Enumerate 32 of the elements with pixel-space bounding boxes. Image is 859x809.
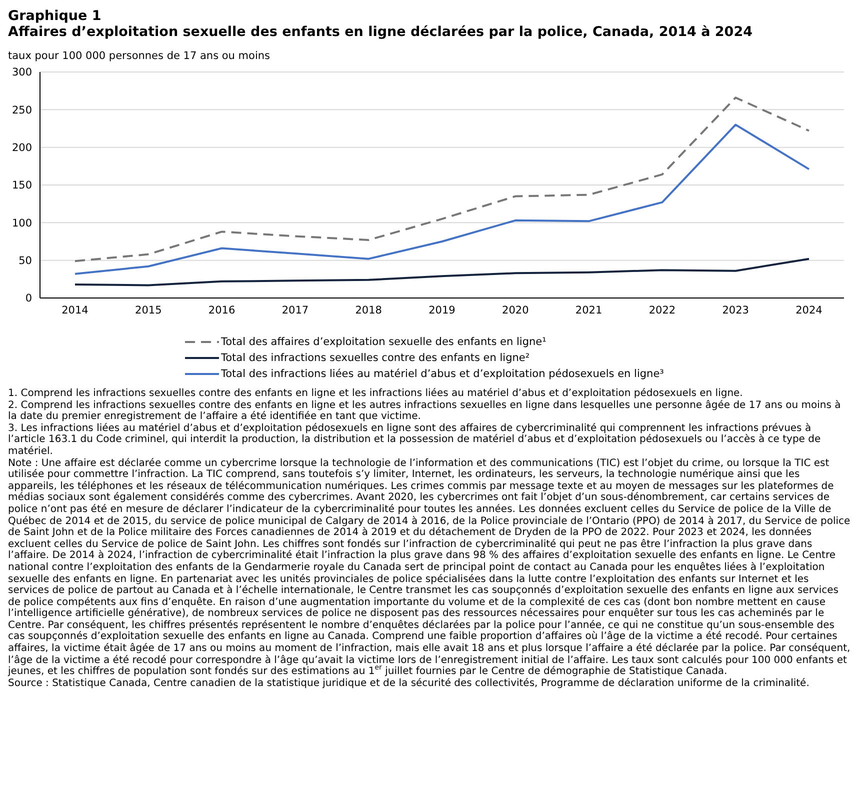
line-series (74, 258, 810, 286)
y-tick-label: 50 (18, 255, 32, 268)
y-axis-title: taux pour 100 000 personnes de 17 ans ou moins (8, 50, 271, 62)
text: 3. Les infractions liées au matériel d’abus et d’exploitation pédosexuels en ligne sont des affaires de cybercriminalité qui comprennent les infractions prévues à l’article 163.1 du Code criminel, qui interdit la production, la distribution et la possession de matériel d’abus et d’exploitation pédosexuels ou l’accès à ce type de matériel. (8, 422, 822, 458)
x-tick-label: 2022 (648, 304, 676, 316)
x-tick-label: 2015 (135, 304, 162, 316)
y-tick-label: 300 (12, 66, 32, 79)
text: 2. Comprend les infractions sexuelles contre des enfants en ligne et les autres infractions sexuelles en ligne dans lesquelles une personne âgée de 17 ans ou moins à la date du premier enregistrement de l’affaire a été identifiée en tant que victime. (8, 400, 842, 423)
y-tick-label: 250 (12, 104, 32, 116)
source-note: Source : Statistique Canada, Centre canadien de la statistique juridique et de la sécurité des collectivités, Programme de déclaration uniforme de la criminalité. (8, 678, 810, 690)
x-tick-label: 2020 (502, 304, 529, 316)
x-tick-label: 2024 (796, 304, 823, 316)
x-tick-label: 2021 (575, 304, 602, 316)
x-tick-label: 2014 (62, 304, 89, 316)
y-tick-label: 0 (25, 292, 32, 305)
legend-label: Total des infractions sexuelles contre des enfants en ligne² (221, 352, 530, 364)
x-tick-label: 2017 (282, 304, 309, 316)
x-tick-label: 2016 (208, 304, 236, 316)
y-tick-label: 200 (12, 142, 32, 154)
x-tick-label: 2018 (355, 304, 382, 316)
text: Note : Une affaire est déclarée comme un cybercrime lorsque la technologie de l’information et des communications (TIC) est l’objet du crime, ou lorsque la TIC est utilisée pour commettre l’infraction. La TIC comprend, sans toutefois s’y limiter, Internet, les ordinateurs, les serveurs, la technologie numérique ainsi que les appareils, les téléphones et les réseaux de télécommunication numériques. Les crimes commis par message texte et au moyen de messages sur les plateformes de médias sociaux sont également considérés comme des cybercrimes. Avant 2020, les cybercrimes ont fait l’objet d’un sous-dénombrement, car certains services de police n’ont pas été en mesure de déclarer l’indicateur de la cybercriminalité pour toutes les années. Les données excluent celles du Service de police de la Ville de Québec de 2014 et de 2015, du service de police municipal de Calgary de 2014 à 2016, de la Police provinciale de l’Ontario (PPO) de 2014 à 2017, du Service de police de Saint John et de la Police militaire des Forces canadiennes de 2014 à 2019 et du détachement de Dryden de la PPO de 2022. Pour 2023 et 2024, les données excluent celles du Service de police de Saint John. Les chiffres sont fondés sur l’infraction de cybercriminalité qui peut ne pas être l’infraction la plus grave dans l’affaire. De 2014 à 2024, l’infraction de cybercriminalité était l’infraction la plus grave dans 98 % des affaires d’exploitation sexuelle des enfants en ligne. Le Centre national contre l’exploitation des enfants de la Gendarmerie royale du Canada sert de principal point de contact au Canada pour les enquêtes liées à l’exploitation sexuelle des enfants en ligne. En partenariat avec les unités provinciales de police spécialisées dans la lutte contre l’exploitation des enfants sur Internet et les services de police de partout au Canada et à l’échelle internationale, le Centre transmet les cas soupçonnés d’exploitation sexuelle des enfants en ligne aux services de police compétents aux fins d’enquête. En raison d’une augmentation importante du volume et de la complexité de ces cas (dont bon nombre mettent en cause l’intelligence artificielle générative), de nombreux services de police ne disposent pas des ressources nécessaires pour enquêter sur tous les cas acheminés par le Centre. Par conséquent, les chiffres présentés représentent le nombre d’enquêtes déclarées par la police pour l’année, ce qui ne constitue qu’un sous-ensemble des cas soupçonnés d’exploitation sexuelle des enfants en ligne au Canada. Comprend une faible proportion d’affaires où l’âge de la victime a été recodé. Pour certaines affaires, la victime était âgée de 17 ans ou moins au moment de l’infraction, mais elle avait 18 ans et plus lorsque l’affaire a été déclarée par la police. Par conséquent, l’âge de la victime a été recodé pour correspondre à l’âge qu’avait la victime lors de l’enregistrement initial de l’affaire. Les taux sont calculés pour 100 000 enfants et jeunes, et les chiffres de population sont fondés sur des estimations au 1$^{er}$ juillet fournies par le Centre de démographie de Statistique Canada. (8, 458, 850, 678)
y-tick-label: 150 (12, 180, 32, 192)
text: 1. Comprend les infractions sexuelles contre des enfants en ligne et les infractions liées au matériel d’abus et d’exploitation pédosexuels en ligne. (8, 388, 744, 400)
x-tick-label: 2023 (722, 304, 749, 316)
legend-label: Total des affaires d’exploitation sexuelle des enfants en ligne¹ (221, 336, 546, 348)
x-tick-label: 2019 (428, 304, 456, 316)
chart-subtitle: Affaires d’exploitation sexuelle des enfants en ligne déclarées par la police, Canada, 2014 à 2024 (8, 24, 754, 40)
line-series (74, 124, 810, 275)
chart-title: Graphique 1 (8, 8, 102, 24)
line-series (74, 96, 810, 262)
y-tick-label: 100 (12, 217, 32, 230)
legend-label: Total des infractions liées au matériel d’abus et d’exploitation pédosexuels en ligne³ (221, 368, 664, 380)
